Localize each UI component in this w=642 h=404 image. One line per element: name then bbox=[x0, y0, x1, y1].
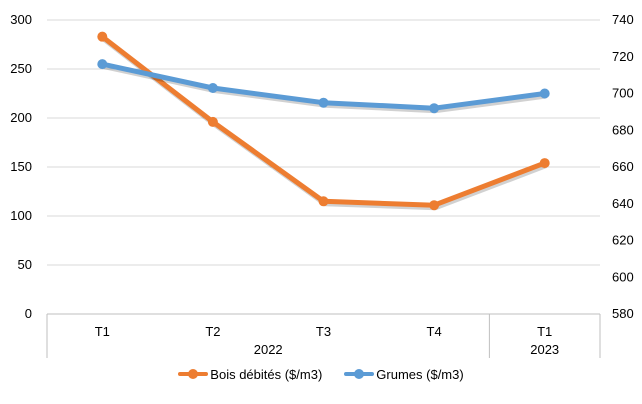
right-axis-ticks: 580 600 620 640 660 680 700 720 740 bbox=[612, 12, 634, 321]
series-line bbox=[99, 34, 548, 208]
right-axis-tick: 580 bbox=[612, 306, 634, 321]
legend-label-grumes: Grumes ($/m3) bbox=[376, 366, 464, 382]
data-point bbox=[318, 196, 329, 207]
right-axis-tick: 680 bbox=[612, 122, 634, 137]
data-point bbox=[97, 31, 108, 42]
category-label: T1 bbox=[95, 324, 110, 339]
right-axis-tick: 620 bbox=[612, 233, 634, 248]
left-axis-ticks: 0 50 100 150 200 250 300 bbox=[10, 12, 32, 321]
data-point bbox=[318, 97, 329, 108]
left-axis-tick: 100 bbox=[10, 208, 32, 223]
left-axis-tick: 200 bbox=[10, 110, 32, 125]
category-label: T2 bbox=[205, 324, 220, 339]
series-line-shadow bbox=[102, 37, 548, 211]
right-axis-tick: 600 bbox=[612, 269, 634, 284]
category-label: T4 bbox=[427, 324, 442, 339]
category-group-label: 2022 bbox=[254, 342, 283, 357]
data-point bbox=[207, 82, 218, 93]
category-group-label: 2023 bbox=[530, 342, 559, 357]
data-point bbox=[539, 88, 550, 99]
legend-marker-grumes bbox=[344, 368, 375, 380]
left-axis-tick: 0 bbox=[25, 306, 32, 321]
right-axis-tick: 700 bbox=[612, 86, 634, 101]
legend: Bois débités ($/m3) Grumes ($/m3) bbox=[0, 362, 642, 386]
data-point bbox=[539, 158, 550, 169]
series-layer bbox=[97, 31, 550, 211]
category-axis: T1 T2 T3 T4 T1 2022 2023 bbox=[46, 313, 601, 358]
data-point bbox=[207, 116, 218, 127]
legend-label-bois: Bois débités ($/m3) bbox=[210, 366, 323, 382]
left-axis-tick: 300 bbox=[10, 12, 32, 27]
right-axis-tick: 660 bbox=[612, 159, 634, 174]
category-label: T1 bbox=[537, 324, 552, 339]
gridlines bbox=[47, 19, 600, 266]
left-axis-tick: 150 bbox=[10, 159, 32, 174]
right-axis-tick: 740 bbox=[612, 12, 634, 27]
legend-item-grumes: Grumes ($/m3) bbox=[344, 366, 464, 382]
data-point bbox=[429, 200, 440, 211]
right-axis-tick: 640 bbox=[612, 196, 634, 211]
right-axis-tick: 720 bbox=[612, 49, 634, 64]
legend-item-bois: Bois débités ($/m3) bbox=[178, 367, 322, 382]
data-point bbox=[429, 103, 440, 114]
data-point bbox=[97, 59, 108, 70]
left-axis-tick: 250 bbox=[10, 61, 32, 76]
left-axis-tick: 50 bbox=[18, 257, 32, 272]
category-label: T3 bbox=[316, 324, 331, 339]
legend-marker-bois bbox=[178, 368, 209, 380]
